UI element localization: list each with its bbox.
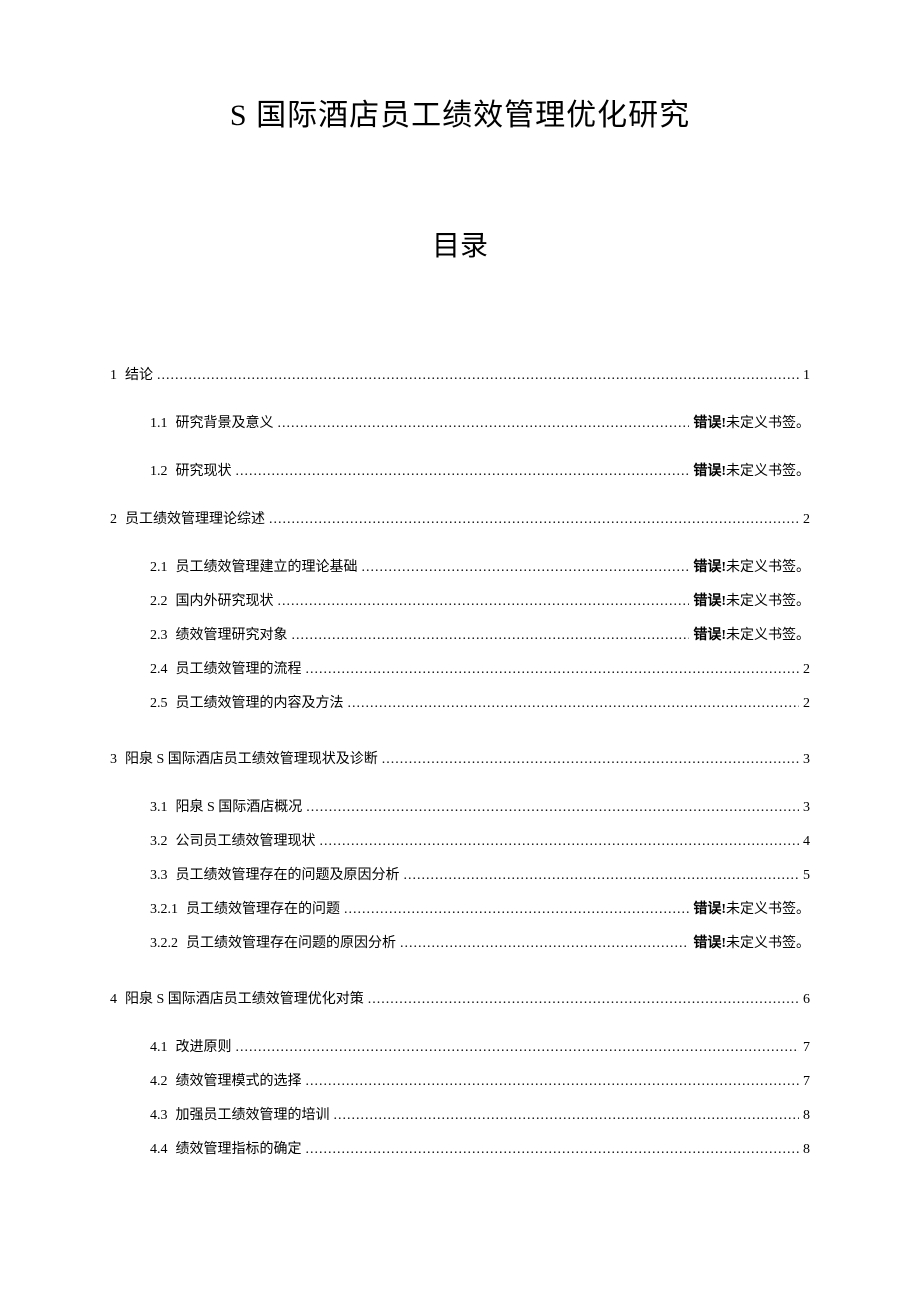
toc-error: 错误!未定义书签。	[693, 556, 810, 576]
toc-leader	[292, 628, 690, 644]
toc-entry: 3.2.2员工绩效管理存在问题的原因分析 错误!未定义书签。	[110, 932, 810, 952]
toc-label: 2.1员工绩效管理建立的理论基础	[150, 556, 358, 576]
toc-label: 3.2公司员工绩效管理现状	[150, 830, 316, 850]
toc-leader	[320, 834, 800, 850]
toc-label: 2.3绩效管理研究对象	[150, 624, 288, 644]
toc-page: 5	[803, 868, 810, 884]
toc-leader	[236, 464, 690, 480]
toc-page: 2	[803, 512, 810, 528]
toc-page: 1	[803, 368, 810, 384]
toc-leader	[334, 1108, 800, 1124]
toc-label: 1.1研究背景及意义	[150, 412, 274, 432]
toc-label: 4.2绩效管理模式的选择	[150, 1070, 302, 1090]
toc-error: 错误!未定义书签。	[693, 412, 810, 432]
toc-entry: 2.4员工绩效管理的流程 2	[110, 658, 810, 678]
toc-error: 错误!未定义书签。	[693, 460, 810, 480]
document-title: S 国际酒店员工绩效管理优化研究	[110, 90, 810, 134]
toc-leader	[269, 512, 799, 528]
toc-leader	[306, 1074, 800, 1090]
toc-page: 3	[803, 752, 810, 768]
toc-page: 4	[803, 834, 810, 850]
toc-entry: 2.5员工绩效管理的内容及方法 2	[110, 692, 810, 712]
table-of-contents: 1结论 1 1.1研究背景及意义 错误!未定义书签。 1.2研究现状 错误!未定…	[110, 364, 810, 1158]
toc-entry: 3.2.1员工绩效管理存在的问题 错误!未定义书签。	[110, 898, 810, 918]
toc-entry: 4.1改进原则 7	[110, 1036, 810, 1056]
toc-label: 3.2.1员工绩效管理存在的问题	[150, 898, 340, 918]
toc-leader	[368, 992, 799, 1008]
toc-entry: 2.1员工绩效管理建立的理论基础 错误!未定义书签。	[110, 556, 810, 576]
toc-page: 7	[803, 1040, 810, 1056]
toc-entry: 1.1研究背景及意义 错误!未定义书签。	[110, 412, 810, 432]
toc-label: 2.2国内外研究现状	[150, 590, 274, 610]
toc-entry: 1.2研究现状 错误!未定义书签。	[110, 460, 810, 480]
toc-entry: 4.2绩效管理模式的选择 7	[110, 1070, 810, 1090]
toc-page: 8	[803, 1108, 810, 1124]
toc-label: 4.3加强员工绩效管理的培训	[150, 1104, 330, 1124]
toc-leader	[400, 936, 689, 952]
toc-leader	[306, 1142, 800, 1158]
toc-leader	[157, 368, 799, 384]
toc-page: 3	[803, 800, 810, 816]
toc-error: 错误!未定义书签。	[693, 932, 810, 952]
toc-leader	[278, 594, 690, 610]
toc-entry: 1结论 1	[110, 364, 810, 384]
toc-leader	[278, 416, 690, 432]
toc-label: 3.3员工绩效管理存在的问题及原因分析	[150, 864, 400, 884]
toc-label: 2.5员工绩效管理的内容及方法	[150, 692, 344, 712]
toc-error: 错误!未定义书签。	[693, 624, 810, 644]
toc-entry: 4.4绩效管理指标的确定 8	[110, 1138, 810, 1158]
toc-entry: 4阳泉 S 国际酒店员工绩效管理优化对策 6	[110, 988, 810, 1008]
toc-entry: 2.3绩效管理研究对象 错误!未定义书签。	[110, 624, 810, 644]
toc-leader	[344, 902, 689, 918]
toc-entry: 3.1阳泉 S 国际酒店概况 3	[110, 796, 810, 816]
toc-label: 2.4员工绩效管理的流程	[150, 658, 302, 678]
toc-heading: 目录	[110, 224, 810, 264]
toc-label: 4.1改进原则	[150, 1036, 232, 1056]
toc-label: 2员工绩效管理理论综述	[110, 508, 265, 528]
toc-leader	[306, 800, 799, 816]
toc-page: 6	[803, 992, 810, 1008]
toc-label: 4阳泉 S 国际酒店员工绩效管理优化对策	[110, 988, 364, 1008]
toc-label: 4.4绩效管理指标的确定	[150, 1138, 302, 1158]
toc-entry: 3.3员工绩效管理存在的问题及原因分析 5	[110, 864, 810, 884]
toc-leader	[236, 1040, 800, 1056]
toc-entry: 4.3加强员工绩效管理的培训 8	[110, 1104, 810, 1124]
toc-page: 2	[803, 662, 810, 678]
toc-leader	[306, 662, 800, 678]
toc-label: 3.2.2员工绩效管理存在问题的原因分析	[150, 932, 396, 952]
toc-leader	[362, 560, 690, 576]
toc-error: 错误!未定义书签。	[693, 590, 810, 610]
toc-entry: 2.2国内外研究现状 错误!未定义书签。	[110, 590, 810, 610]
toc-leader	[404, 868, 800, 884]
toc-page: 8	[803, 1142, 810, 1158]
toc-label: 3.1阳泉 S 国际酒店概况	[150, 796, 302, 816]
toc-leader	[348, 696, 800, 712]
toc-label: 1.2研究现状	[150, 460, 232, 480]
toc-page: 7	[803, 1074, 810, 1090]
toc-entry: 3.2公司员工绩效管理现状 4	[110, 830, 810, 850]
toc-label: 1结论	[110, 364, 153, 384]
toc-label: 3阳泉 S 国际酒店员工绩效管理现状及诊断	[110, 748, 378, 768]
toc-entry: 3阳泉 S 国际酒店员工绩效管理现状及诊断 3	[110, 748, 810, 768]
toc-leader	[382, 752, 799, 768]
toc-error: 错误!未定义书签。	[693, 898, 810, 918]
toc-entry: 2员工绩效管理理论综述 2	[110, 508, 810, 528]
toc-page: 2	[803, 696, 810, 712]
